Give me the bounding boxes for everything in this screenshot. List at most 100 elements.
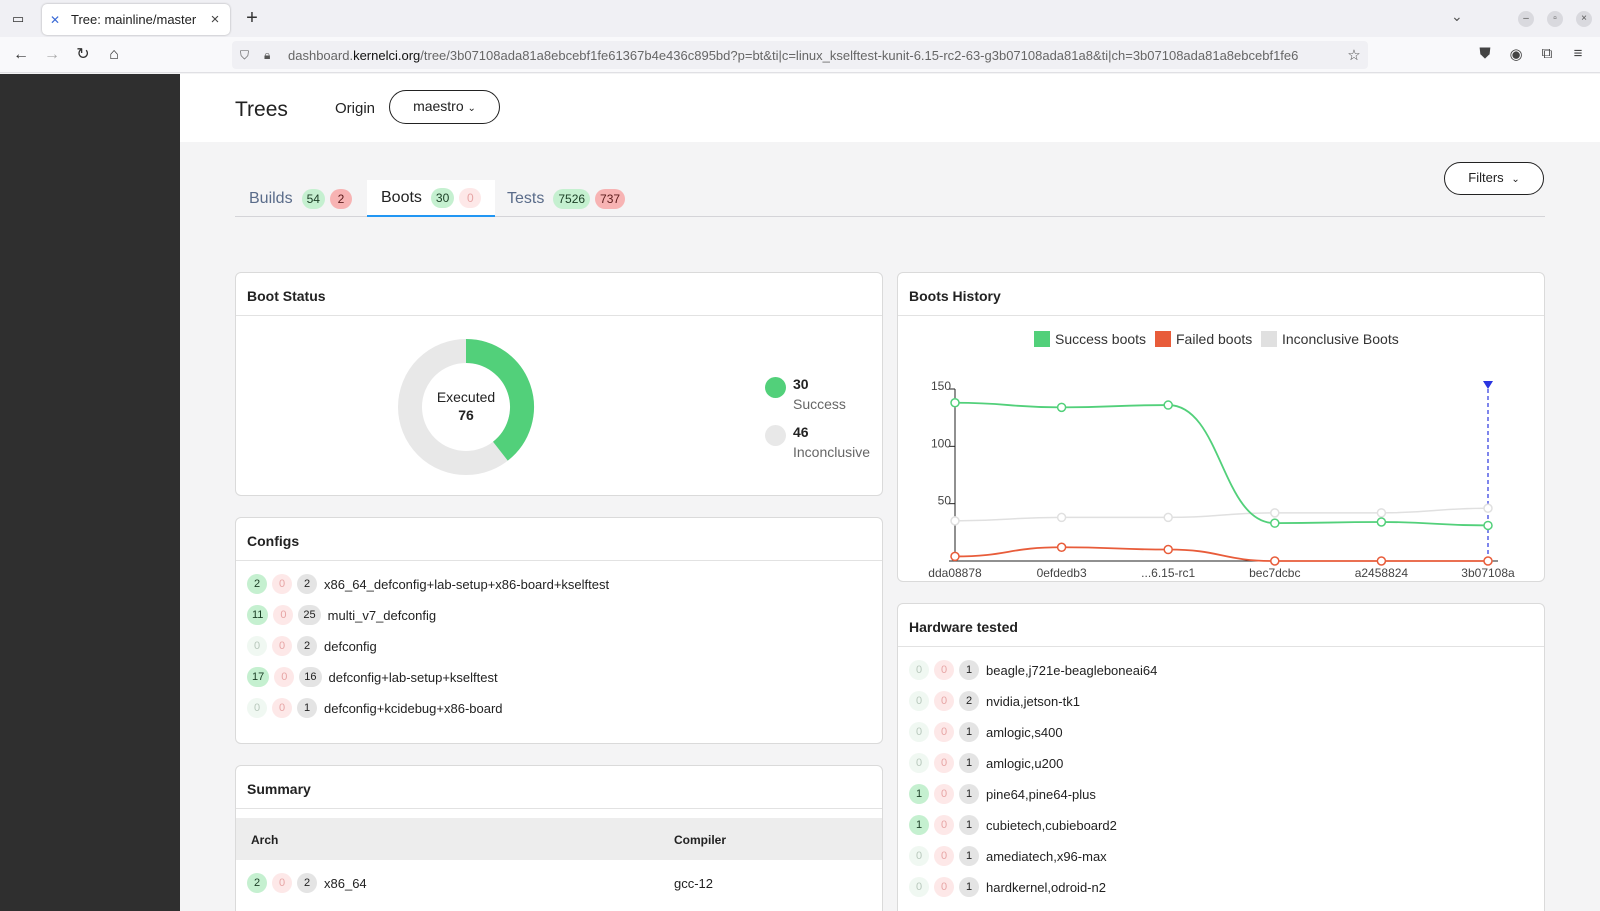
inconclusive-badge: 1 xyxy=(959,660,979,680)
configs-card: Configs 2 0 2 x86_64_defconfig+lab-setup+x8… xyxy=(235,517,883,744)
tab-tests-label: Tests xyxy=(507,189,545,207)
hardware-name: beagle,j721e-beagleboneai64 xyxy=(986,662,1158,678)
inconclusive-legend-dot xyxy=(765,425,786,446)
ok-badge: 0 xyxy=(909,846,929,866)
hardware-card: Hardware tested 0 0 1 beagle,j721e-beaglebo… xyxy=(897,603,1545,911)
inconclusive-badge: 25 xyxy=(298,605,321,625)
hardware-row[interactable]: 0 0 1 amlogic,u200 xyxy=(909,752,1063,774)
x-tick-label: dda08878 xyxy=(928,566,982,580)
summary-card: Summary Arch Compiler 2 0 2 x86_64 gcc-1… xyxy=(235,765,883,911)
legend-swatch xyxy=(1155,331,1171,347)
browser-tab[interactable]: ✕ Tree: mainline/master × xyxy=(42,4,230,35)
data-point xyxy=(1376,517,1387,527)
success-legend-dot xyxy=(765,377,786,398)
config-row[interactable]: 17 0 16 defconfig+lab-setup+kselftest xyxy=(247,666,498,688)
address-bar[interactable]: ⛉ 🔒︎ dashboard.kernelci.org/tree/3b07108… xyxy=(232,41,1368,69)
inconclusive-label: Inconclusive xyxy=(793,444,871,460)
origin-select[interactable]: maestro ⌄ xyxy=(389,90,500,124)
config-row[interactable]: 0 0 2 defconfig xyxy=(247,635,377,657)
config-name: defconfig+lab-setup+kselftest xyxy=(328,669,498,685)
new-tab-icon[interactable]: + xyxy=(246,7,258,29)
boots-success-badge: 30 xyxy=(430,187,455,208)
fail-badge: 0 xyxy=(934,722,954,742)
ok-badge: 1 xyxy=(909,815,929,835)
kernelci-favicon-icon: ✕ xyxy=(50,12,61,27)
hardware-name: pine64,pine64-plus xyxy=(986,786,1096,802)
inconclusive-badge: 1 xyxy=(297,698,317,718)
summary-row[interactable]: 2 0 2 x86_64 xyxy=(247,872,367,894)
data-point xyxy=(1163,512,1173,523)
app-sidebar xyxy=(0,74,180,911)
tab-boots[interactable]: Boots 30 0 xyxy=(367,180,496,217)
config-row[interactable]: 2 0 2 x86_64_defconfig+lab-setup+x86-board+… xyxy=(247,573,609,595)
origin-label: Origin xyxy=(335,100,376,117)
url-text[interactable]: dashboard.kernelci.org/tree/3b07108ada81… xyxy=(288,47,1299,63)
extensions-icon[interactable]: ⧉ xyxy=(1541,45,1553,62)
hardware-name: nvidia,jetson-tk1 xyxy=(986,693,1080,709)
x-tick-label: 3b07108a xyxy=(1461,566,1515,580)
hardware-row[interactable]: 1 0 1 cubietech,cubieboard2 xyxy=(909,814,1117,836)
fail-badge: 0 xyxy=(272,698,292,718)
hardware-row[interactable]: 1 0 1 pine64,pine64-plus xyxy=(909,783,1096,805)
summary-title: Summary xyxy=(236,766,882,809)
legend-swatch xyxy=(1034,331,1050,347)
page-title: Trees xyxy=(235,98,288,121)
series-line xyxy=(954,401,1489,527)
col-arch: Arch xyxy=(251,833,279,847)
back-icon[interactable]: ← xyxy=(13,46,29,63)
legend-swatch xyxy=(1261,331,1277,347)
shield-icon[interactable]: ⛉ xyxy=(240,47,250,62)
inconclusive-badge: 2 xyxy=(297,873,317,893)
tab-builds[interactable]: Builds 54 2 xyxy=(235,180,366,217)
data-point xyxy=(1483,503,1493,514)
tab-list-icon[interactable]: ▭ xyxy=(11,11,25,26)
boot-status-title: Boot Status xyxy=(236,273,882,316)
config-row[interactable]: 0 0 1 defconfig+kcidebug+x86-board xyxy=(247,697,503,719)
account-icon[interactable]: ◉ xyxy=(1509,46,1523,63)
config-row[interactable]: 11 0 25 multi_v7_defconfig xyxy=(247,604,436,626)
boots-fail-badge: 0 xyxy=(459,187,482,208)
x-tick-label: 0efdedb3 xyxy=(1037,566,1087,580)
hardware-row[interactable]: 0 0 1 hardkernel,odroid-n2 xyxy=(909,876,1106,898)
compiler-value: gcc-12 xyxy=(674,876,714,891)
boot-status-card: Boot Status Executed 76 30 Success 46 In… xyxy=(235,272,883,496)
data-point xyxy=(1376,508,1387,518)
hardware-row[interactable]: 0 0 1 beagle,j721e-beagleboneai64 xyxy=(909,659,1157,681)
summary-table-header: Arch Compiler xyxy=(236,818,882,860)
pocket-icon[interactable]: ⛊ xyxy=(1479,45,1491,62)
data-point xyxy=(1163,400,1173,410)
x-tick-label: bec7dcbc xyxy=(1249,566,1300,580)
fail-badge: 0 xyxy=(934,877,954,897)
inconclusive-badge: 2 xyxy=(297,636,317,656)
hardware-row[interactable]: 0 0 1 amlogic,s400 xyxy=(909,721,1063,743)
filters-button[interactable]: Filters ⌄ xyxy=(1444,162,1544,195)
y-tick-label: 50 xyxy=(938,494,952,508)
restore-icon[interactable]: ▫ xyxy=(1547,11,1563,27)
data-point xyxy=(1056,402,1067,413)
donut-center-value: 76 xyxy=(458,407,474,423)
tab-tests[interactable]: Tests 7526 737 xyxy=(493,180,639,217)
inconclusive-count: 46 xyxy=(793,424,809,440)
home-icon[interactable]: ⌂ xyxy=(109,46,119,63)
inconclusive-badge: 1 xyxy=(959,784,979,804)
builds-fail-badge: 2 xyxy=(329,188,352,209)
ok-badge: 0 xyxy=(909,877,929,897)
filters-label: Filters xyxy=(1468,170,1504,185)
fail-badge: 0 xyxy=(934,660,954,680)
list-tabs-chevron-icon[interactable]: ⌄ xyxy=(1451,8,1463,24)
menu-icon[interactable]: ≡ xyxy=(1573,45,1583,62)
hardware-row[interactable]: 0 0 2 nvidia,jetson-tk1 xyxy=(909,690,1080,712)
hardware-row[interactable]: 0 0 1 amediatech,x96-max xyxy=(909,845,1107,867)
minimize-icon[interactable]: – xyxy=(1518,11,1534,27)
page-header: Trees Origin maestro ⌄ xyxy=(180,74,1600,142)
inconclusive-badge: 2 xyxy=(297,574,317,594)
hardware-name: amlogic,s400 xyxy=(986,724,1063,740)
inconclusive-badge: 2 xyxy=(959,691,979,711)
close-tab-icon[interactable]: × xyxy=(210,11,220,28)
window-close-icon[interactable]: × xyxy=(1576,11,1592,27)
reload-icon[interactable]: ↻ xyxy=(76,46,90,63)
forward-icon[interactable]: → xyxy=(44,46,60,63)
x-tick-label: a2458824 xyxy=(1355,566,1409,580)
lock-icon[interactable]: 🔒︎ xyxy=(264,47,271,62)
bookmark-star-icon[interactable]: ☆ xyxy=(1347,47,1361,64)
